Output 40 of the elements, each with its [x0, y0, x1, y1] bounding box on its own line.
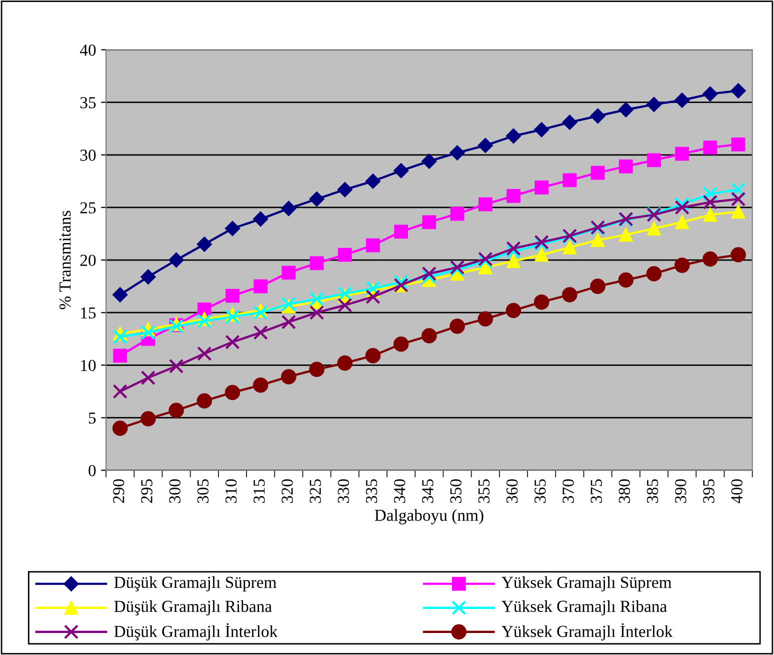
- x-tick-label: 370: [562, 479, 574, 503]
- x-tick-label: 345: [422, 479, 434, 503]
- x-tick-label: 400: [731, 479, 742, 504]
- x-tick-label: 305: [197, 479, 209, 503]
- x-tick-label: 290: [113, 479, 124, 503]
- y-tick-label: 5: [88, 412, 96, 424]
- legend-label: Yüksek Gramajlı İnterlok: [502, 623, 673, 640]
- y-tick-label: 40: [80, 44, 96, 56]
- x-tick-label: 340: [394, 479, 406, 503]
- legend-label: Yüksek Gramajlı Ribana: [502, 600, 667, 616]
- x-tick-label: 355: [478, 479, 490, 503]
- y-tick-label: 20: [80, 254, 96, 266]
- x-tick-label: 295: [141, 479, 152, 503]
- y-tick-label: 15: [81, 307, 96, 319]
- y-tick-label: 0: [88, 464, 96, 476]
- x-tick-label: 360: [506, 479, 518, 503]
- legend-label: Yüksek Gramajlı Süprem: [502, 576, 672, 592]
- x-tick-label: 380: [618, 479, 630, 503]
- x-tick-label: 335: [366, 479, 378, 503]
- x-tick-label: 310: [225, 479, 237, 503]
- y-axis-title: % Transmitans: [59, 210, 71, 310]
- y-tick-label: 35: [80, 97, 96, 108]
- legend-label: Düşük Gramajlı İnterlok: [114, 623, 278, 640]
- legend-label: Düşük Gramajlı Ribana: [114, 600, 272, 616]
- y-tick-label: 30: [80, 150, 96, 161]
- x-tick-label: 325: [310, 479, 321, 503]
- x-tick-label: 350: [450, 479, 462, 503]
- y-tick-label: 25: [80, 202, 96, 214]
- x-tick-label: 365: [534, 479, 546, 503]
- x-axis-title: Dalgaboyu (nm): [374, 509, 484, 524]
- y-tick-label: 10: [81, 360, 96, 372]
- legend-label: Düşük Gramajlı Süprem: [114, 576, 276, 592]
- x-tick-label: 385: [646, 479, 658, 503]
- x-tick-label: 395: [703, 479, 714, 503]
- x-tick-label: 375: [590, 479, 602, 503]
- x-tick-label: 390: [675, 479, 686, 503]
- x-tick-label: 330: [338, 479, 350, 503]
- x-tick-label: 300: [169, 479, 180, 503]
- x-tick-label: 315: [254, 479, 265, 503]
- x-tick-label: 320: [282, 479, 293, 503]
